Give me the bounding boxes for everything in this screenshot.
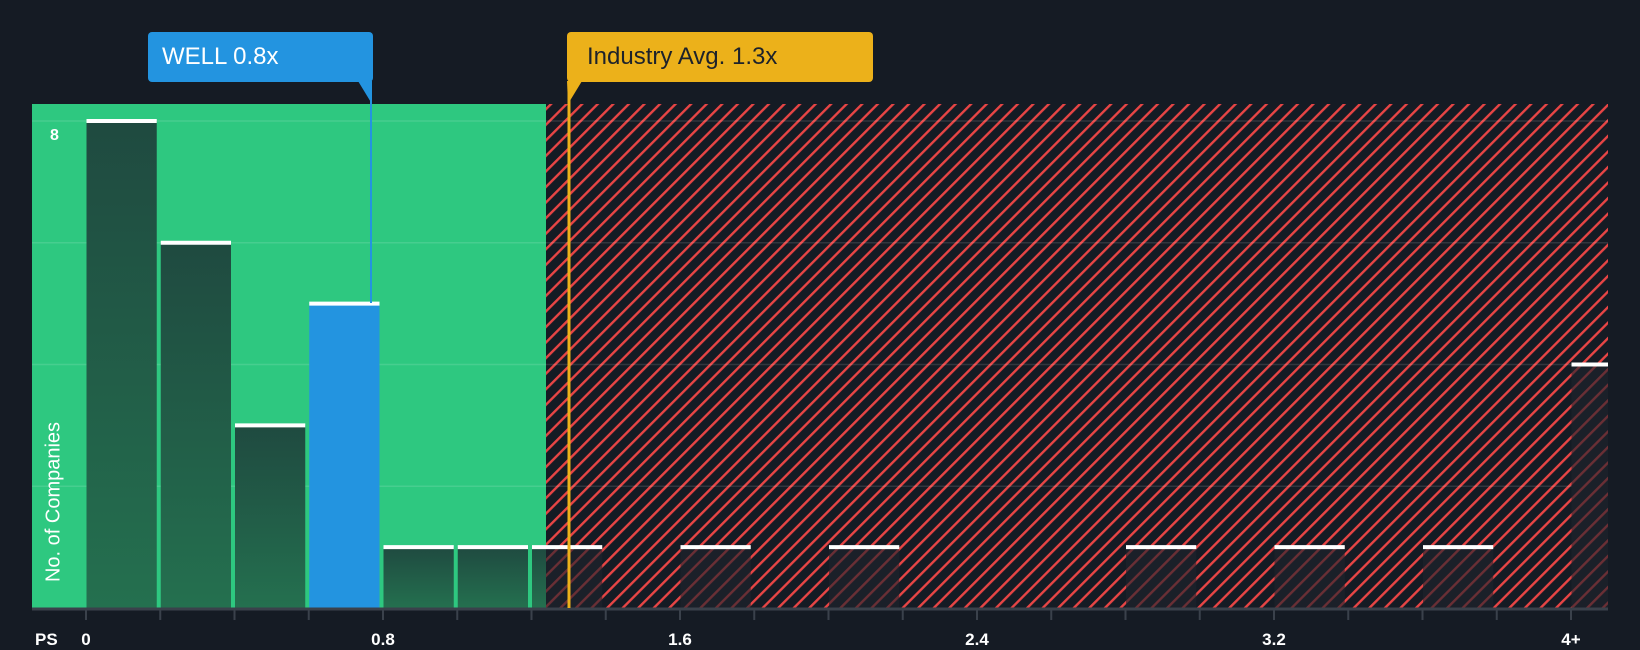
bar-cap <box>829 545 900 550</box>
histogram-bar <box>1274 545 1345 608</box>
histogram-bar <box>1126 545 1197 608</box>
x-tick-label: 0.8 <box>371 630 395 649</box>
bar-cap <box>309 301 380 306</box>
histogram-bar <box>309 301 380 608</box>
company-callout-pointer <box>358 81 372 104</box>
x-tick-label: 2.4 <box>965 630 989 649</box>
above-industry-zone <box>546 104 1608 608</box>
histogram-bar <box>829 545 900 608</box>
industry-callout-pointer <box>567 81 582 104</box>
histogram-bar <box>680 545 751 608</box>
bar-cap <box>383 545 454 550</box>
bar-cap <box>457 545 528 550</box>
bar-cap <box>1423 545 1494 550</box>
bar-cap <box>1126 545 1197 550</box>
y-tick-label: 8 <box>50 127 59 144</box>
histogram-bar <box>160 240 231 608</box>
x-tick-label: 0 <box>81 630 91 649</box>
y-axis-label: No. of Companies <box>42 421 65 583</box>
histogram-bar <box>1423 545 1494 608</box>
x-axis-name: PS <box>35 630 58 649</box>
histogram-bar <box>1571 362 1608 608</box>
company-ps-callout: WELL 0.8x <box>148 32 373 82</box>
bar-cap <box>1571 362 1608 367</box>
histogram-bar <box>532 545 603 608</box>
x-tick-label: 1.6 <box>668 630 692 649</box>
bar-cap <box>532 545 603 550</box>
histogram-bar <box>86 119 157 608</box>
x-tick-label: 3.2 <box>1262 630 1286 649</box>
x-tick-label: 4+ <box>1561 630 1581 649</box>
bar-cap <box>680 545 751 550</box>
bar-cap <box>160 240 231 245</box>
industry-average-callout: Industry Avg. 1.3x <box>567 32 873 82</box>
bar-cap <box>1274 545 1345 550</box>
bar-cap <box>235 423 306 428</box>
histogram-bar <box>235 423 306 608</box>
bar-cap <box>86 119 157 123</box>
histogram-bar <box>383 545 454 608</box>
histogram-bar <box>457 545 528 608</box>
